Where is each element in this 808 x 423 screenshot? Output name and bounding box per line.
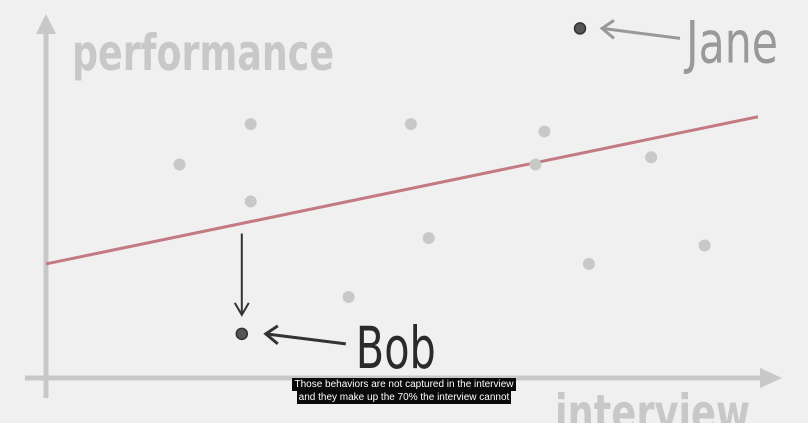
data-point-10 [645, 151, 658, 164]
caption-line-2: and they make up the 70% the interview c… [296, 391, 512, 404]
data-point-4 [342, 291, 355, 304]
data-point-8 [529, 158, 542, 171]
jane-arrow [601, 26, 681, 40]
data-point-2 [244, 118, 257, 131]
jane-arrow-head [599, 19, 615, 40]
bob-arrow [265, 332, 346, 346]
y-axis-arrow [36, 14, 56, 34]
data-point-7 [538, 125, 551, 138]
bob-label: Bob [356, 314, 436, 382]
point-jane [573, 22, 587, 35]
data-point-1 [173, 158, 186, 171]
caption-line-1: Those behaviors are not captured in the … [292, 378, 516, 391]
point-bob [235, 327, 249, 341]
data-point-5 [404, 118, 417, 131]
jane-label: Jane [684, 8, 778, 76]
data-point-11 [698, 239, 711, 252]
data-point-6 [422, 232, 435, 245]
data-point-3 [244, 195, 257, 208]
subtitle-captions: Those behaviors are not captured in the … [0, 378, 808, 404]
bob-drop-arrow-head [233, 302, 250, 317]
data-point-9 [582, 257, 595, 270]
trend-line [45, 115, 759, 266]
y-axis-label: performance [72, 24, 334, 82]
x-axis-label: interview [555, 384, 750, 423]
bob-arrow-head [263, 324, 279, 345]
x-axis-arrow [760, 368, 782, 388]
